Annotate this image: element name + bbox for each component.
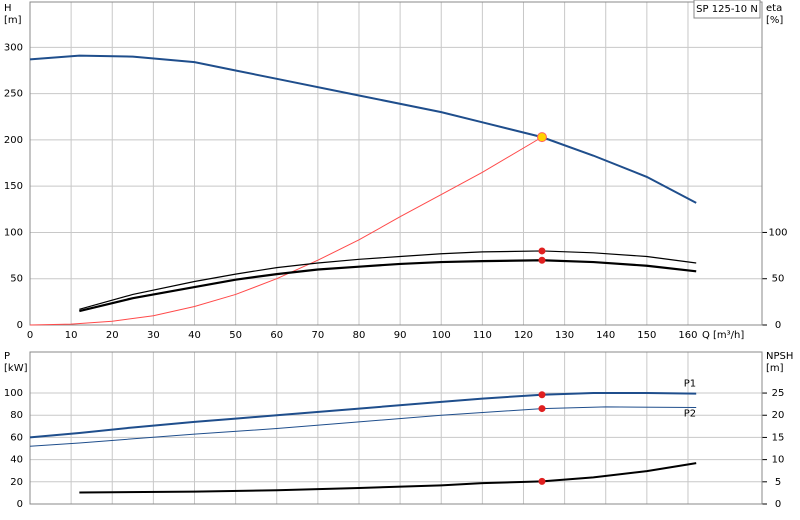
x-tick-label: 30 <box>147 330 160 341</box>
x-label: Q [m³/h] <box>702 330 744 341</box>
x-tick-label: 110 <box>473 330 492 341</box>
x-tick-label: 0 <box>27 330 33 341</box>
x-tick-label: 60 <box>270 330 283 341</box>
x-tick-label: 160 <box>678 330 697 341</box>
y2-tick-label: 0 <box>775 320 781 331</box>
operating-point <box>538 256 546 264</box>
operating-point <box>538 477 546 485</box>
y2-unit: [m] <box>766 363 784 374</box>
y2-tick-label: 5 <box>775 477 781 488</box>
y-tick-label: 0 <box>17 499 23 510</box>
y-tick-label: 250 <box>4 89 23 100</box>
y-tick-label: 300 <box>4 42 23 53</box>
y2-tick-label: 25 <box>772 388 785 399</box>
chart-title: SP 125-10 N <box>696 4 758 15</box>
curve <box>29 392 697 439</box>
x-tick-label: 20 <box>106 330 119 341</box>
y2-tick-label: 0 <box>775 499 781 510</box>
y-label: H <box>4 3 12 14</box>
y-tick-label: 0 <box>17 320 23 331</box>
plot-frame <box>29 351 763 505</box>
y-tick-label: 50 <box>10 274 23 285</box>
x-tick-label: 40 <box>188 330 201 341</box>
curve <box>79 462 697 494</box>
operating-point <box>536 132 547 143</box>
y2-tick-label: 15 <box>772 432 785 443</box>
x-tick-label: 10 <box>65 330 78 341</box>
y-unit: [m] <box>4 15 22 26</box>
y2-tick-label: 50 <box>772 274 785 285</box>
x-tick-label: 150 <box>637 330 656 341</box>
curve <box>29 136 543 326</box>
y-tick-label: 80 <box>10 410 23 421</box>
x-tick-label: 50 <box>229 330 242 341</box>
curve <box>79 259 697 313</box>
y-tick-label: 40 <box>10 455 23 466</box>
operating-point <box>538 247 546 255</box>
y-tick-label: 60 <box>10 432 23 443</box>
y-tick-label: 100 <box>4 227 23 238</box>
y2-unit: [%] <box>766 15 783 26</box>
y-tick-label: 200 <box>4 135 23 146</box>
x-tick-label: 130 <box>555 330 574 341</box>
y-tick-label: 150 <box>4 181 23 192</box>
x-tick-label: 140 <box>596 330 615 341</box>
y-tick-label: 20 <box>10 477 23 488</box>
plot-frame <box>29 1 763 326</box>
series-label: P2 <box>684 408 696 419</box>
x-tick-label: 90 <box>394 330 407 341</box>
y2-tick-label: 100 <box>768 227 787 238</box>
y2-label: eta <box>766 3 782 14</box>
y2-label: NPSH <box>766 351 793 362</box>
x-tick-label: 120 <box>514 330 533 341</box>
y2-tick-label: 20 <box>772 410 785 421</box>
curve <box>79 250 697 310</box>
title-box <box>693 0 761 19</box>
operating-point <box>538 405 546 413</box>
curve <box>29 54 697 204</box>
x-tick-label: 80 <box>353 330 366 341</box>
y-unit: [kW] <box>4 363 28 374</box>
series-label: P1 <box>684 379 696 390</box>
y-label: P <box>4 351 10 362</box>
y-tick-label: 100 <box>4 388 23 399</box>
curve <box>29 406 697 447</box>
operating-point <box>538 391 546 399</box>
x-tick-label: 70 <box>311 330 324 341</box>
y2-tick-label: 10 <box>772 455 785 466</box>
x-tick-label: 100 <box>432 330 451 341</box>
